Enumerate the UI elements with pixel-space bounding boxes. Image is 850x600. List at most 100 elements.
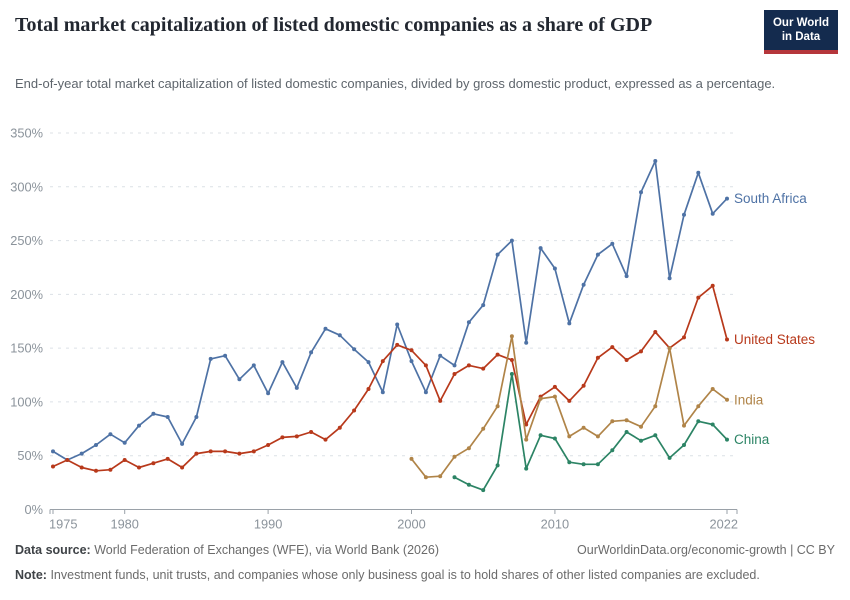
data-point-south-africa[interactable]: [639, 190, 643, 195]
data-point-south-africa[interactable]: [552, 266, 557, 271]
data-point-china[interactable]: [481, 488, 486, 493]
line-united-states[interactable]: [52, 284, 728, 472]
data-point-china[interactable]: [581, 462, 586, 467]
data-point-united-states[interactable]: [309, 430, 314, 434]
data-point-united-states[interactable]: [208, 449, 213, 454]
data-point-south-africa[interactable]: [251, 363, 256, 368]
data-point-united-states[interactable]: [595, 355, 600, 360]
data-point-south-africa[interactable]: [294, 385, 299, 390]
data-point-south-africa[interactable]: [624, 274, 629, 279]
data-point-united-states[interactable]: [223, 449, 228, 454]
series-label-south-africa[interactable]: South Africa: [734, 191, 807, 206]
data-point-china[interactable]: [696, 419, 701, 424]
data-point-united-states[interactable]: [423, 363, 428, 368]
data-point-south-africa[interactable]: [696, 170, 701, 175]
data-point-united-states[interactable]: [682, 335, 686, 340]
data-point-south-africa[interactable]: [366, 360, 371, 365]
data-point-south-africa[interactable]: [581, 282, 586, 287]
data-point-south-africa[interactable]: [595, 252, 600, 257]
data-point-china[interactable]: [466, 482, 471, 487]
series-south-africa[interactable]: South Africa: [51, 159, 807, 462]
data-point-south-africa[interactable]: [280, 360, 285, 365]
data-point-united-states[interactable]: [323, 437, 328, 442]
data-point-united-states[interactable]: [352, 408, 357, 413]
data-point-china[interactable]: [595, 462, 600, 467]
data-point-south-africa[interactable]: [653, 159, 658, 163]
data-point-united-states[interactable]: [581, 383, 586, 388]
data-point-south-africa[interactable]: [122, 440, 127, 445]
data-point-china[interactable]: [710, 422, 715, 427]
data-point-india[interactable]: [624, 418, 629, 423]
data-point-china[interactable]: [567, 460, 572, 465]
data-point-india[interactable]: [423, 475, 428, 480]
data-point-india[interactable]: [538, 396, 543, 401]
data-point-south-africa[interactable]: [323, 326, 328, 331]
series-label-united-states[interactable]: United States: [734, 332, 815, 347]
data-point-south-africa[interactable]: [682, 212, 686, 217]
data-point-united-states[interactable]: [108, 467, 113, 472]
data-point-south-africa[interactable]: [337, 333, 342, 338]
data-point-india[interactable]: [595, 434, 600, 439]
data-point-china[interactable]: [495, 463, 500, 468]
data-point-south-africa[interactable]: [438, 353, 443, 358]
data-point-india[interactable]: [466, 446, 471, 451]
data-point-south-africa[interactable]: [610, 241, 615, 246]
data-point-united-states[interactable]: [151, 461, 156, 466]
data-point-united-states[interactable]: [438, 398, 443, 403]
data-point-china[interactable]: [624, 430, 629, 434]
data-point-south-africa[interactable]: [194, 415, 199, 419]
data-point-united-states[interactable]: [51, 464, 55, 469]
data-point-india[interactable]: [610, 419, 615, 424]
data-point-united-states[interactable]: [452, 372, 457, 376]
line-china[interactable]: [453, 373, 728, 491]
data-point-south-africa[interactable]: [380, 390, 385, 395]
data-point-united-states[interactable]: [481, 366, 486, 371]
data-point-india[interactable]: [682, 423, 686, 428]
owid-link[interactable]: OurWorldinData.org/economic-growth | CC …: [577, 543, 835, 557]
data-point-india[interactable]: [495, 404, 500, 409]
data-point-united-states[interactable]: [696, 295, 701, 300]
data-point-united-states[interactable]: [194, 451, 199, 456]
data-point-united-states[interactable]: [266, 443, 271, 447]
data-point-india[interactable]: [509, 334, 514, 339]
data-point-india[interactable]: [438, 474, 443, 479]
data-point-united-states[interactable]: [165, 456, 170, 461]
data-point-south-africa[interactable]: [165, 415, 170, 419]
series-united-states[interactable]: United States: [51, 283, 815, 473]
data-point-south-africa[interactable]: [667, 276, 672, 281]
data-point-india[interactable]: [725, 397, 729, 402]
data-point-united-states[interactable]: [495, 352, 500, 357]
data-point-united-states[interactable]: [610, 345, 615, 350]
data-point-south-africa[interactable]: [51, 449, 55, 454]
data-point-united-states[interactable]: [94, 468, 98, 473]
line-south-africa[interactable]: [52, 160, 728, 461]
data-point-south-africa[interactable]: [309, 350, 314, 355]
data-point-south-africa[interactable]: [567, 321, 572, 326]
data-point-south-africa[interactable]: [409, 359, 414, 364]
data-point-united-states[interactable]: [509, 358, 514, 362]
series-india[interactable]: India: [409, 334, 764, 480]
data-point-united-states[interactable]: [294, 434, 299, 439]
data-point-south-africa[interactable]: [180, 441, 185, 446]
data-point-south-africa[interactable]: [395, 322, 400, 327]
data-point-india[interactable]: [409, 456, 414, 461]
data-point-south-africa[interactable]: [509, 238, 514, 243]
data-point-south-africa[interactable]: [466, 320, 471, 325]
data-point-india[interactable]: [710, 387, 715, 391]
data-point-china[interactable]: [667, 455, 672, 460]
data-point-china[interactable]: [653, 433, 658, 438]
data-point-united-states[interactable]: [180, 465, 185, 470]
data-point-india[interactable]: [452, 454, 457, 459]
data-point-south-africa[interactable]: [237, 377, 242, 382]
owid-logo[interactable]: Our World in Data: [764, 10, 838, 54]
data-point-south-africa[interactable]: [352, 347, 357, 352]
series-label-china[interactable]: China: [734, 432, 770, 447]
data-point-united-states[interactable]: [624, 358, 629, 362]
data-point-south-africa[interactable]: [94, 443, 98, 447]
data-point-united-states[interactable]: [79, 465, 84, 470]
data-point-south-africa[interactable]: [266, 391, 271, 396]
data-point-china[interactable]: [639, 438, 643, 443]
data-point-china[interactable]: [524, 466, 529, 471]
data-point-united-states[interactable]: [395, 342, 400, 347]
data-point-united-states[interactable]: [567, 398, 572, 403]
